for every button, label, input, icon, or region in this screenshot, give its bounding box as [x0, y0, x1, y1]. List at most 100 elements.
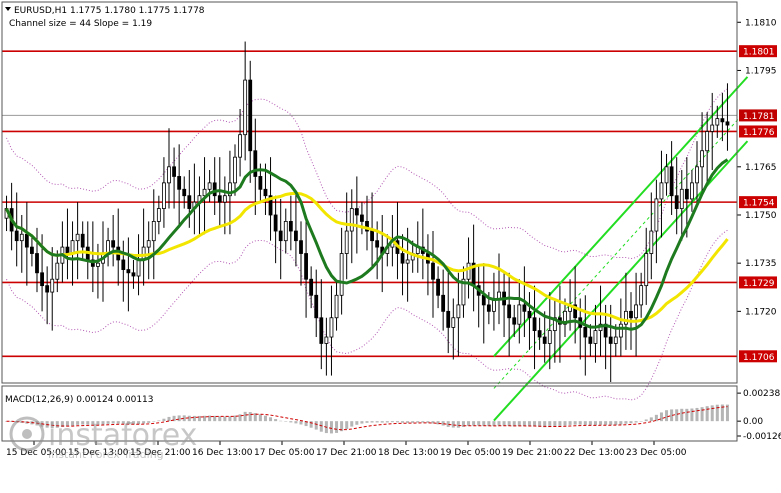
candle-body: [258, 176, 263, 190]
main-chart: [2, 41, 749, 422]
macd-histogram-bar: [55, 421, 59, 428]
candle-body: [207, 182, 212, 190]
macd-histogram-bar: [553, 421, 557, 427]
symbol-dropdown-icon[interactable]: [5, 7, 11, 11]
macd-histogram-bar: [71, 421, 75, 426]
macd-histogram-bar: [568, 421, 572, 425]
macd-histogram-bar: [111, 421, 115, 424]
candle-body: [669, 166, 674, 197]
candle-body: [537, 330, 542, 338]
candle-body: [19, 233, 24, 242]
macd-histogram-bar: [695, 407, 699, 422]
level-price-box: [739, 45, 777, 58]
macd-histogram-bar: [401, 421, 405, 423]
candle-body: [679, 188, 684, 209]
candle-body: [532, 317, 537, 332]
macd-histogram-bar: [299, 421, 303, 425]
envelope-lower-line: [6, 229, 728, 401]
candle-body: [593, 330, 598, 344]
macd-header: MACD(12,26,9) 0.00124 0.00113: [5, 395, 154, 405]
candle-body: [162, 182, 166, 209]
candle-body: [70, 240, 75, 254]
macd-histogram-bar: [192, 415, 196, 422]
macd-histogram-bar: [649, 417, 653, 422]
candle-body: [283, 221, 288, 242]
candle-body: [202, 188, 207, 197]
macd-histogram-bar: [253, 413, 257, 422]
macd-histogram-bar: [309, 421, 313, 428]
candle-body: [456, 304, 461, 319]
macd-histogram-bar: [142, 421, 146, 424]
macd-histogram-bar: [147, 421, 151, 423]
candle-body: [512, 317, 517, 325]
price-tick-label: 1.1795: [745, 66, 777, 76]
candle-body: [263, 188, 268, 197]
candle-body: [151, 221, 156, 242]
macd-histogram-bar: [304, 421, 308, 427]
macd-histogram-bar: [467, 421, 471, 426]
macd-histogram-bar: [502, 421, 506, 426]
candle-body: [182, 188, 187, 197]
macd-histogram-bar: [685, 408, 689, 422]
channel-header: Channel size = 44 Slope = 1.19: [9, 19, 152, 29]
macd-histogram-bar: [162, 418, 166, 422]
candle-body: [446, 310, 451, 328]
candle-body: [370, 230, 374, 242]
macd-histogram-bar: [634, 421, 638, 423]
macd-histogram-bar: [578, 421, 582, 425]
macd-histogram-bar: [187, 415, 191, 422]
candle-body: [50, 278, 55, 293]
macd-histogram-bar: [436, 421, 440, 425]
level-price-box: [739, 350, 777, 363]
time-tick-label: 17 Dec 05:00: [254, 448, 315, 458]
candle-body: [481, 294, 486, 306]
candle-body: [613, 336, 618, 344]
macd-histogram-bar: [106, 421, 110, 424]
candle-body: [309, 278, 314, 296]
main-panel-frame: [1, 1, 738, 384]
candle-body: [664, 166, 669, 184]
macd-histogram-bar: [208, 415, 212, 422]
macd-histogram-bar: [355, 421, 359, 425]
macd-histogram-bar: [588, 421, 592, 426]
level-price-label: 1.1706: [743, 353, 775, 363]
candle-body: [212, 182, 217, 197]
macd-histogram-bar: [50, 421, 54, 429]
candle-body: [542, 336, 547, 344]
macd-histogram-bar: [624, 421, 628, 424]
candle-body: [253, 150, 258, 177]
level-price-label: 1.1801: [743, 48, 775, 58]
time-tick-label: 22 Dec 13:00: [564, 448, 625, 458]
macd-histogram-bar: [152, 421, 156, 422]
macd-histogram-bar: [482, 421, 486, 426]
candle-body: [217, 195, 222, 203]
candle-body: [111, 240, 116, 248]
candle-body: [40, 272, 44, 287]
macd-histogram-bar: [411, 421, 415, 423]
macd-histogram-bar: [365, 421, 369, 423]
time-tick-label: 15 Dec 21:00: [130, 448, 191, 458]
macd-histogram-bar: [441, 421, 445, 426]
candle-body: [583, 326, 588, 338]
macd-histogram-bar: [573, 421, 577, 425]
candle-body: [400, 253, 405, 264]
candle-body: [644, 253, 649, 287]
candle-body: [517, 304, 522, 325]
macd-histogram-bar: [538, 421, 542, 427]
candle-body: [187, 195, 192, 209]
macd-histogram-bar: [426, 421, 430, 423]
macd-histogram-bar: [451, 421, 455, 428]
candle-body: [167, 166, 171, 184]
candle-body: [405, 259, 410, 264]
macd-histogram-bar: [131, 421, 135, 425]
macd-histogram-bar: [431, 421, 435, 424]
candle-body: [80, 233, 85, 248]
candle-body: [608, 336, 613, 344]
candle-body: [238, 134, 242, 158]
macd-histogram-bar: [639, 421, 643, 422]
macd-histogram-bar: [725, 404, 729, 422]
candle-body: [705, 131, 710, 152]
candle-body: [35, 253, 39, 274]
price-tick-label: 1.1720: [745, 307, 777, 317]
